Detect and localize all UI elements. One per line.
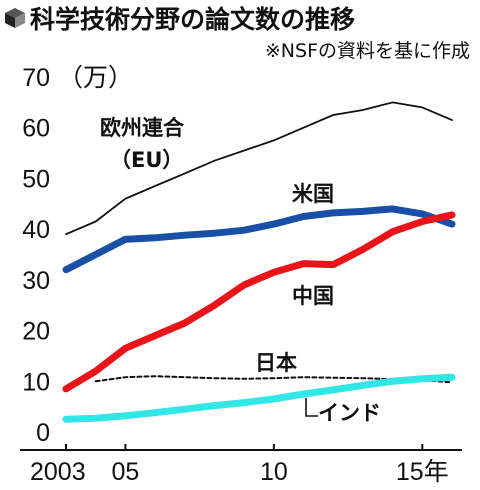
y-tick-labels: 0 10 20 30 40 50 60 70 — [22, 64, 50, 447]
x-tick-label: 15年 — [396, 458, 449, 486]
x-tick-label: 10 — [260, 458, 288, 486]
y-tick-label: 60 — [22, 115, 50, 143]
series-line-china — [62, 211, 456, 393]
series-label-eu-abbr: （EU） — [110, 148, 183, 172]
series-label-japan: 日本 — [255, 351, 297, 375]
y-unit-label: （万） — [58, 64, 133, 92]
chart-header: 科学技術分野の論文数の推移 — [4, 2, 355, 34]
y-tick-label: 40 — [22, 216, 50, 244]
series-line-india — [62, 373, 456, 423]
series-label-eu: 欧州連合 — [100, 116, 185, 140]
x-tick-label: 05 — [111, 458, 139, 486]
y-tick-label: 70 — [22, 64, 50, 92]
x-tick-label: 2003 — [30, 458, 86, 486]
india-leader-line — [305, 398, 318, 417]
chart-subtitle: ※NSFの資料を基に作成 — [264, 40, 470, 62]
series-line-eu — [65, 101, 453, 236]
series-label-us: 米国 — [292, 182, 334, 206]
series-labels: 欧州連合 （EU） 米国 中国 日本 インド — [100, 116, 381, 425]
series-label-india: インド — [318, 401, 381, 425]
series-line-us — [62, 205, 456, 274]
y-tick-label: 20 — [22, 318, 50, 346]
y-tick-label: 10 — [22, 368, 50, 396]
chart-title: 科学技術分野の論文数の推移 — [30, 5, 356, 34]
y-tick-label: 30 — [22, 267, 50, 295]
x-tick-labels: 2003 05 10 15年 — [30, 444, 449, 486]
y-tick-label: 50 — [22, 165, 50, 193]
y-tick-label: 0 — [36, 419, 50, 447]
series-label-china: 中国 — [292, 284, 334, 308]
series-lines — [62, 101, 456, 423]
cube-icon — [5, 8, 25, 28]
